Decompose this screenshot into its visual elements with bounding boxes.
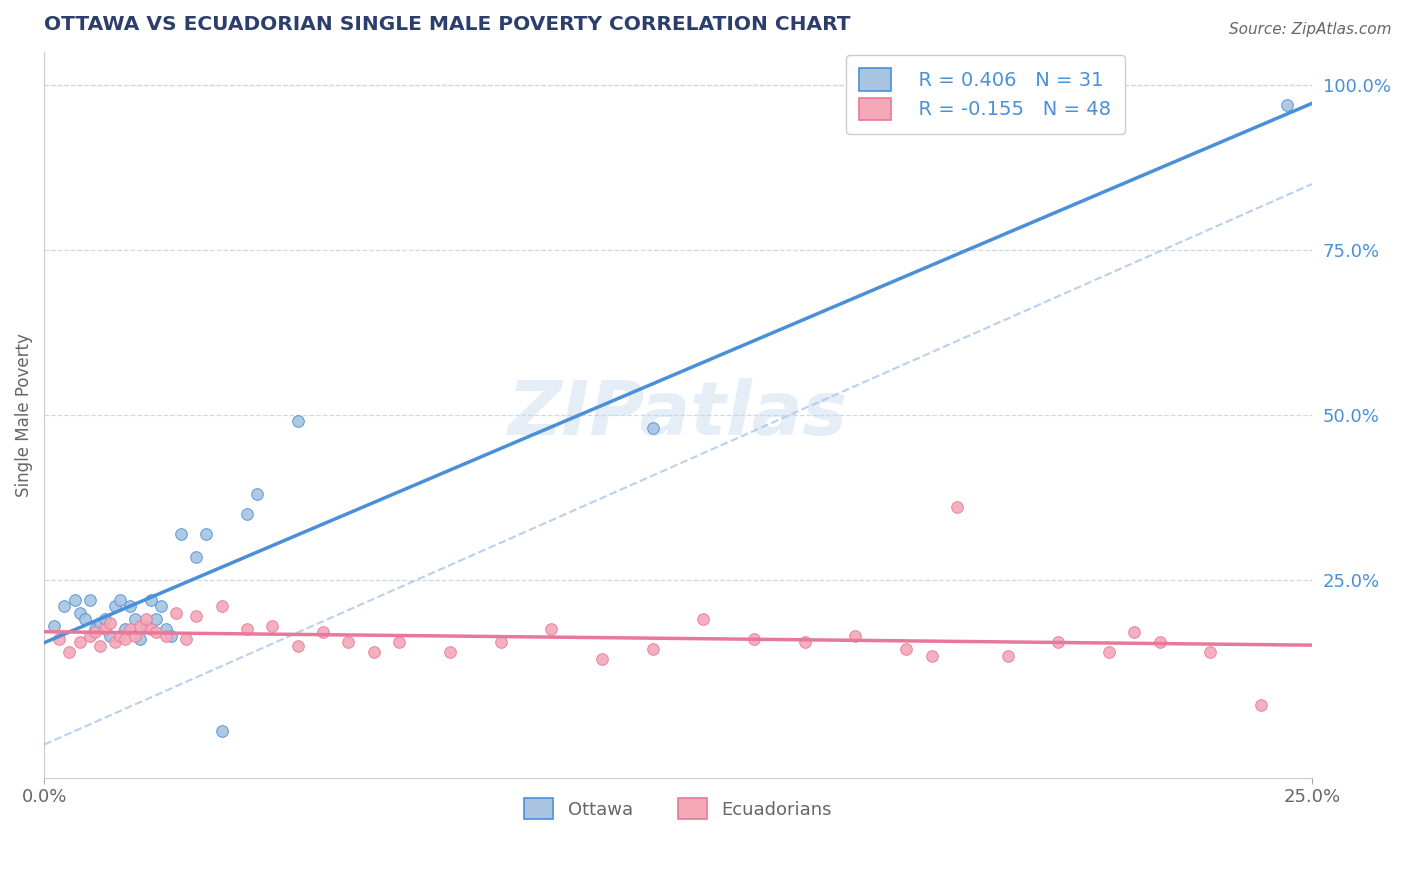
Point — [104, 599, 127, 614]
Point — [120, 622, 142, 636]
Point — [139, 592, 162, 607]
Point — [73, 612, 96, 626]
Point — [186, 609, 208, 624]
Point — [89, 639, 111, 653]
Point — [98, 615, 121, 630]
Point — [1123, 625, 1146, 640]
Point — [94, 612, 117, 626]
Point — [149, 599, 172, 614]
Point — [439, 645, 461, 659]
Text: OTTAWA VS ECUADORIAN SINGLE MALE POVERTY CORRELATION CHART: OTTAWA VS ECUADORIAN SINGLE MALE POVERTY… — [44, 15, 851, 34]
Point — [921, 648, 943, 663]
Point — [236, 622, 259, 636]
Point — [641, 642, 664, 657]
Point — [337, 635, 360, 649]
Point — [114, 632, 136, 646]
Point — [108, 629, 131, 643]
Point — [108, 592, 131, 607]
Point — [174, 632, 197, 646]
Point — [641, 421, 664, 435]
Point — [135, 619, 157, 633]
Point — [94, 622, 117, 636]
Y-axis label: Single Male Poverty: Single Male Poverty — [15, 333, 32, 497]
Point — [155, 629, 177, 643]
Point — [165, 606, 187, 620]
Point — [79, 592, 101, 607]
Legend: Ottawa, Ecuadorians: Ottawa, Ecuadorians — [517, 791, 839, 827]
Point — [139, 622, 162, 636]
Point — [83, 625, 105, 640]
Point — [793, 635, 815, 649]
Point — [145, 625, 167, 640]
Point — [312, 625, 335, 640]
Point — [1047, 635, 1070, 649]
Point — [89, 615, 111, 630]
Point — [211, 599, 233, 614]
Point — [236, 507, 259, 521]
Point — [114, 622, 136, 636]
Point — [388, 635, 411, 649]
Point — [170, 526, 193, 541]
Point — [160, 629, 183, 643]
Point — [489, 635, 512, 649]
Point — [104, 635, 127, 649]
Text: Source: ZipAtlas.com: Source: ZipAtlas.com — [1229, 22, 1392, 37]
Point — [246, 487, 269, 501]
Point — [262, 619, 284, 633]
Point — [195, 526, 218, 541]
Point — [58, 645, 80, 659]
Point — [145, 612, 167, 626]
Point — [124, 629, 146, 643]
Point — [63, 592, 86, 607]
Point — [1149, 635, 1171, 649]
Point — [69, 606, 91, 620]
Point — [48, 632, 70, 646]
Point — [540, 622, 562, 636]
Point — [124, 612, 146, 626]
Point — [129, 619, 152, 633]
Point — [946, 500, 969, 515]
Point — [44, 619, 66, 633]
Point — [83, 622, 105, 636]
Point — [844, 629, 866, 643]
Point — [1250, 698, 1272, 712]
Point — [135, 612, 157, 626]
Point — [155, 622, 177, 636]
Point — [1098, 645, 1121, 659]
Point — [363, 645, 385, 659]
Point — [896, 642, 918, 657]
Point — [211, 724, 233, 739]
Point — [69, 635, 91, 649]
Point — [53, 599, 76, 614]
Point — [186, 549, 208, 564]
Point — [79, 629, 101, 643]
Point — [742, 632, 765, 646]
Point — [692, 612, 714, 626]
Point — [997, 648, 1019, 663]
Point — [287, 415, 309, 429]
Text: ZIPatlas: ZIPatlas — [508, 378, 848, 451]
Point — [591, 652, 613, 666]
Point — [287, 639, 309, 653]
Point — [129, 632, 152, 646]
Point — [120, 599, 142, 614]
Point — [98, 629, 121, 643]
Point — [1199, 645, 1222, 659]
Point — [1275, 98, 1298, 112]
